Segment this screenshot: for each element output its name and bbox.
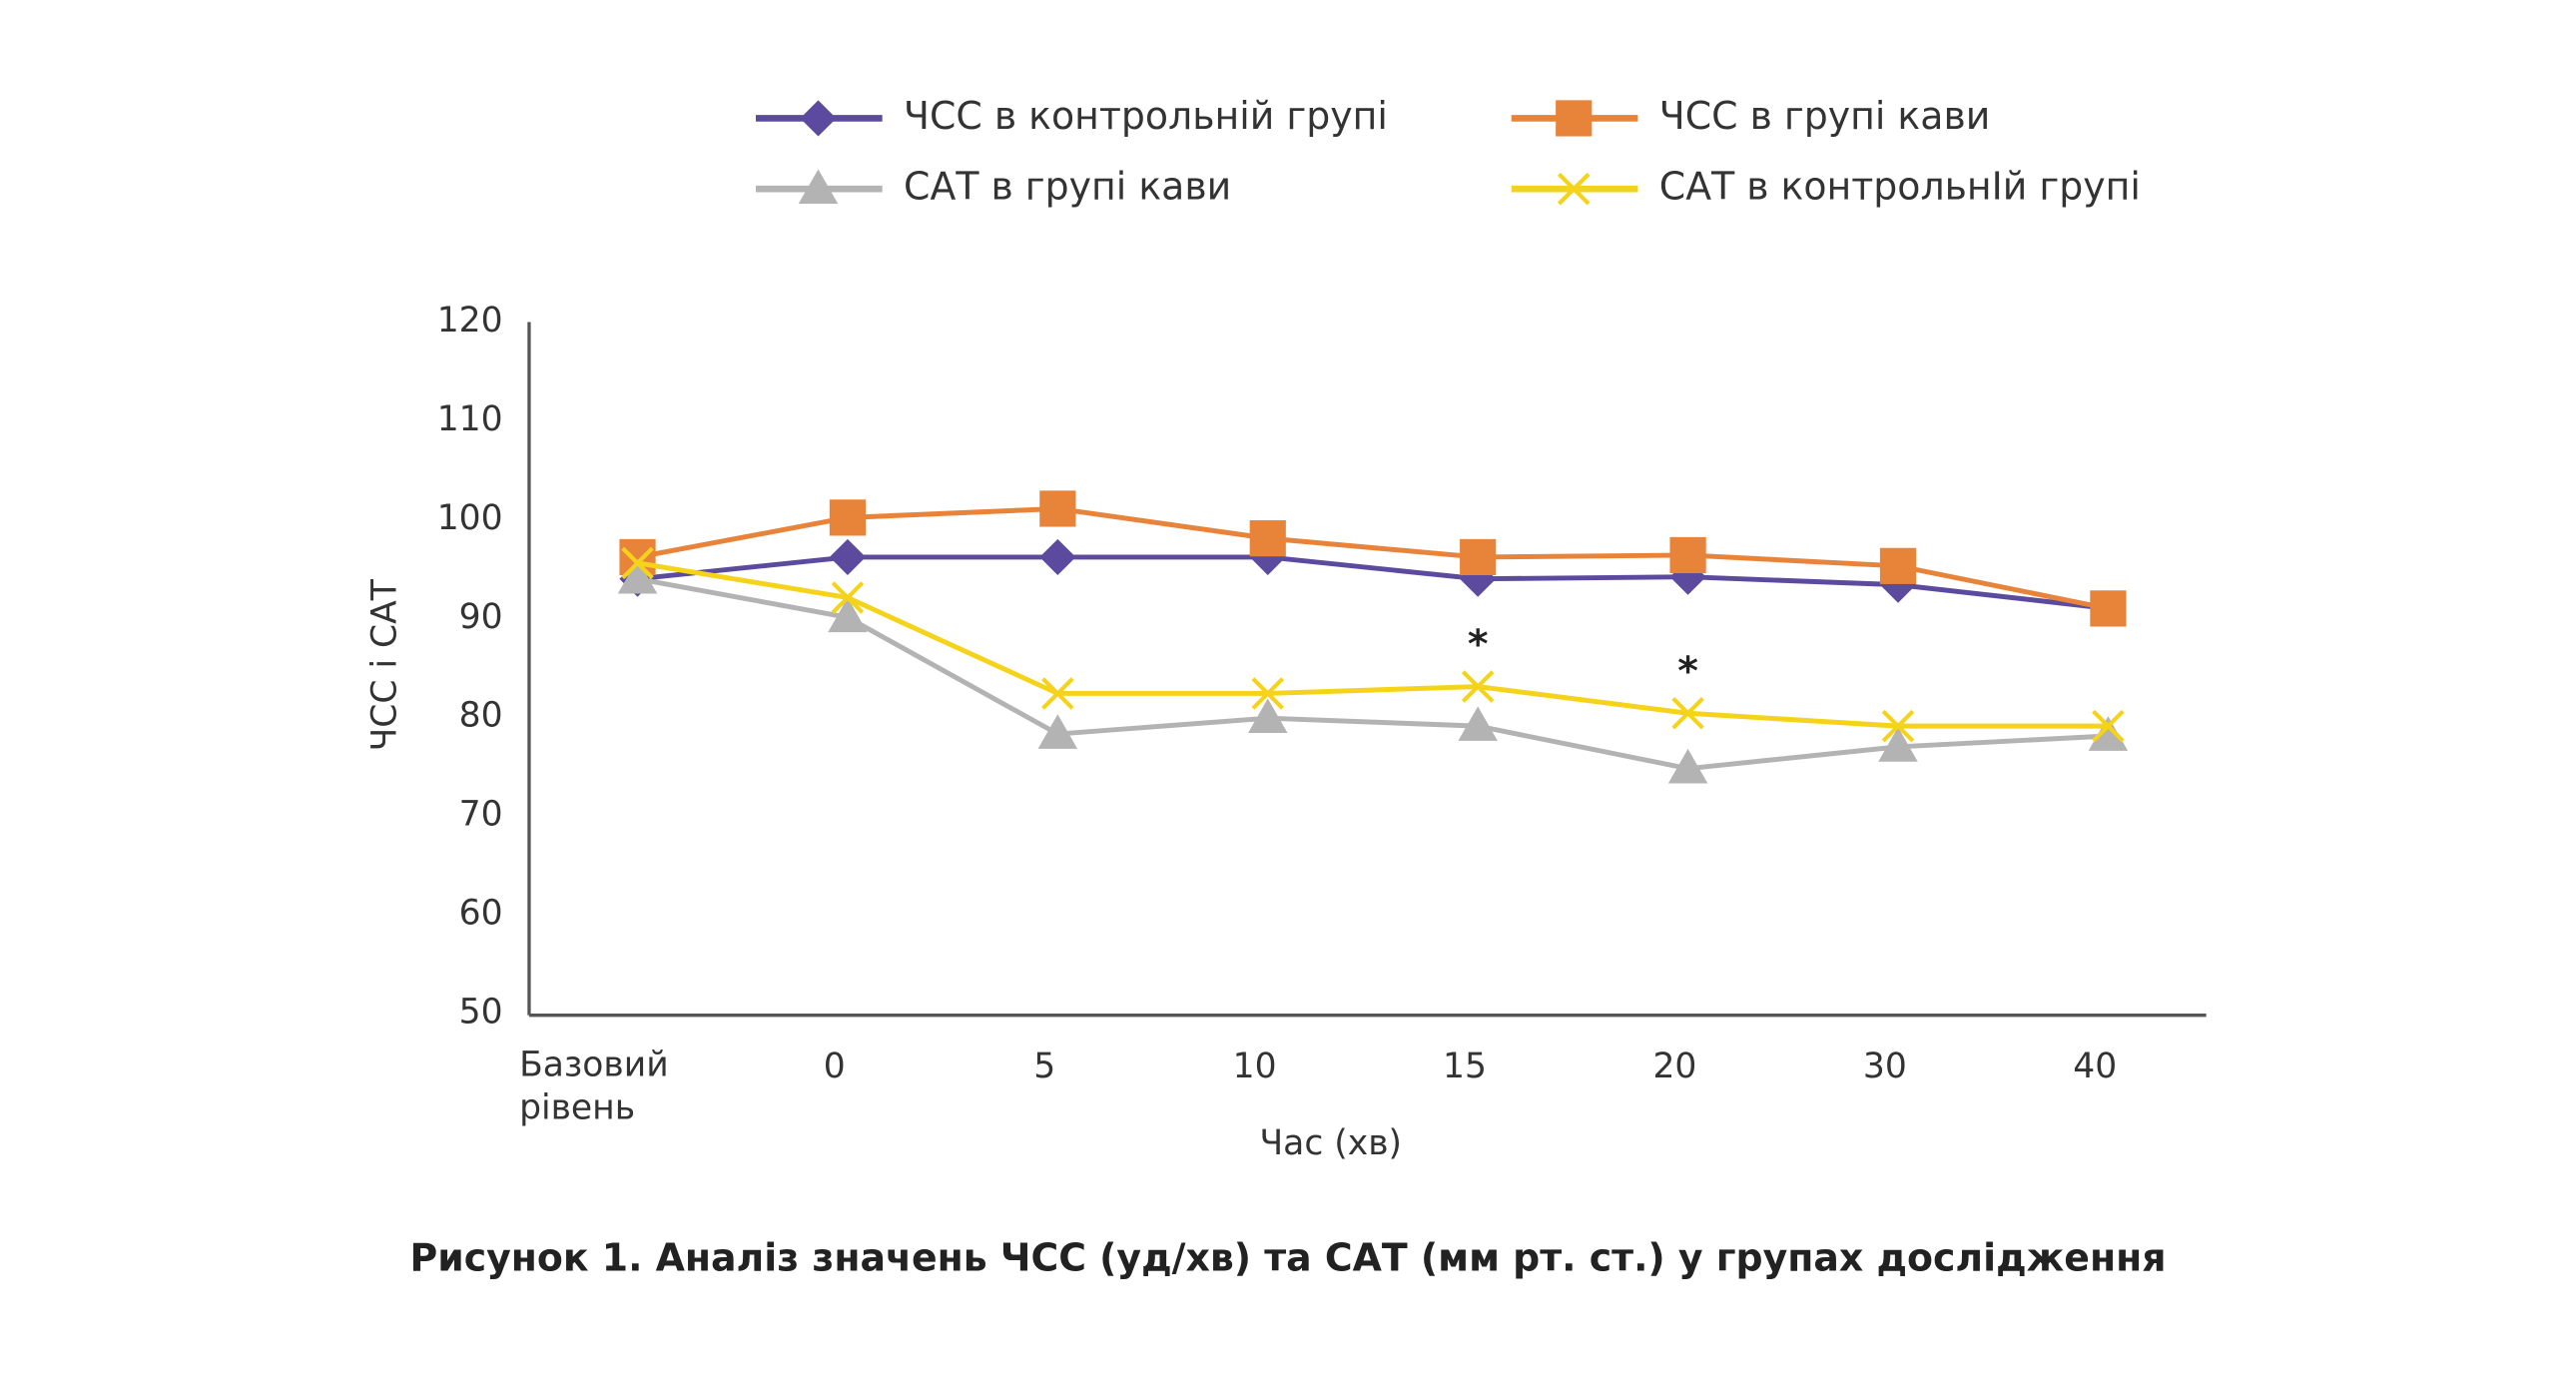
marker — [1461, 670, 1495, 703]
legend-marker — [1556, 100, 1593, 137]
legend-label: САТ в контрольнІй групі — [1659, 165, 2141, 209]
series-line — [637, 560, 2109, 729]
y-tick-label: 120 — [437, 301, 503, 341]
marker — [1039, 490, 1076, 527]
y-tick-label: 110 — [437, 399, 503, 439]
annotation: * — [1677, 648, 1698, 694]
x-tick-label: 5 — [1033, 1047, 1055, 1086]
x-axis-label: Час (хв) — [1260, 1123, 1403, 1163]
series — [621, 546, 2125, 743]
y-tick-label: 50 — [459, 993, 503, 1033]
marker — [1039, 538, 1076, 576]
y-tick-label: 70 — [459, 795, 503, 835]
legend-label: ЧСС в контрольній групі — [904, 94, 1388, 138]
series — [617, 558, 2129, 784]
x-tick-label: 20 — [1652, 1047, 1696, 1086]
y-axis-label: ЧСС і САТ — [364, 578, 404, 751]
series-line — [637, 505, 2109, 611]
marker — [1671, 696, 1704, 730]
marker — [2092, 709, 2125, 743]
x-tick-label: 0 — [824, 1047, 846, 1086]
marker — [829, 538, 867, 576]
legend-marker — [800, 100, 837, 137]
marker — [1667, 748, 1708, 784]
series — [619, 490, 2127, 627]
x-tick-label: 30 — [1863, 1047, 1907, 1086]
marker — [1249, 520, 1286, 557]
marker — [1879, 547, 1917, 584]
marker — [1037, 714, 1078, 749]
legend-marker — [1557, 172, 1591, 206]
marker — [1041, 677, 1074, 710]
legend-label: ЧСС в групі кави — [1659, 94, 1991, 138]
marker — [1669, 536, 1706, 574]
marker — [621, 546, 654, 580]
marker — [1458, 706, 1498, 741]
marker — [1557, 172, 1591, 206]
marker — [798, 169, 839, 204]
legend-marker — [798, 169, 839, 204]
x-tick-label: Базовий рівень — [519, 1045, 669, 1127]
x-tick-label: 10 — [1233, 1047, 1277, 1086]
y-tick-label: 60 — [459, 894, 503, 934]
series-line — [637, 576, 2109, 772]
y-tick-label: 80 — [459, 696, 503, 736]
marker — [1556, 100, 1593, 137]
marker — [1881, 709, 1915, 743]
legend-label: САТ в групі кави — [904, 165, 1231, 209]
marker — [1460, 538, 1497, 576]
annotation: * — [1468, 622, 1489, 668]
marker — [617, 558, 658, 594]
marker — [831, 581, 865, 614]
chart-title: Рисунок 1. Аналіз значень ЧСС (уд/хв) та… — [409, 1235, 2166, 1279]
x-tick-label: 40 — [2073, 1047, 2117, 1086]
marker — [1251, 677, 1285, 710]
marker — [2090, 590, 2127, 627]
series-line — [637, 554, 2109, 611]
marker — [828, 597, 868, 633]
marker — [829, 499, 867, 536]
marker — [2088, 716, 2129, 751]
y-tick-label: 100 — [437, 498, 503, 538]
marker — [800, 100, 837, 137]
marker — [1878, 727, 1918, 762]
y-tick-label: 90 — [459, 597, 503, 637]
marker — [1248, 698, 1288, 734]
x-tick-label: 15 — [1443, 1047, 1487, 1086]
